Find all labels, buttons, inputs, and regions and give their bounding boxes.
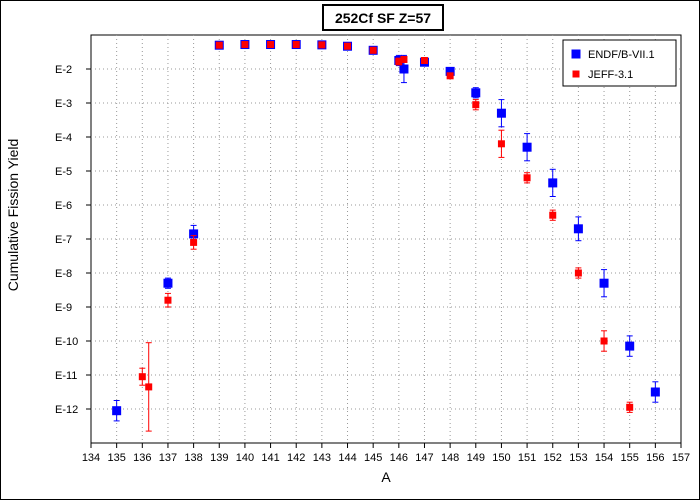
y-axis-label: Cumulative Fission Yield	[5, 139, 21, 292]
title-frame	[322, 4, 444, 31]
x-tick-label: 140	[236, 452, 254, 464]
data-point	[215, 41, 223, 49]
data-point	[471, 88, 481, 98]
data-point	[399, 64, 409, 74]
chart-title-box: 252Cf SF Z=57	[322, 4, 444, 31]
y-tick-label: E-4	[55, 132, 72, 144]
data-point	[446, 72, 454, 80]
legend-label: ENDF/B-VII.1	[588, 49, 655, 61]
x-tick-label: 156	[646, 452, 664, 464]
data-point	[164, 296, 172, 304]
x-tick-label: 155	[621, 452, 639, 464]
data-point	[625, 341, 635, 351]
data-point	[599, 278, 609, 288]
x-tick-label: 139	[210, 452, 228, 464]
x-tick-label: 134	[82, 452, 100, 464]
data-point	[548, 178, 558, 188]
data-point	[626, 403, 634, 411]
x-axis-ticks: 134 135 136 137 138 139 140 141 142 143 144 145 146 1…	[82, 443, 690, 464]
data-point	[318, 41, 326, 49]
series-layer	[112, 40, 660, 432]
x-tick-label: 135	[107, 452, 125, 464]
y-tick-label: E-9	[55, 302, 72, 314]
x-tick-label: 157	[672, 452, 690, 464]
x-tick-label: 146	[390, 452, 408, 464]
chart-title: 252Cf SF Z=57	[335, 10, 431, 26]
y-tick-label: E-12	[55, 404, 78, 416]
data-point	[369, 46, 377, 54]
legend: ENDF/B-VII.1 JEFF-3.1	[562, 39, 677, 87]
x-tick-label: 143	[313, 452, 331, 464]
y-tick-label: E-3	[55, 98, 72, 110]
plot-area	[90, 34, 682, 444]
data-point	[267, 41, 275, 49]
data-point	[496, 108, 506, 118]
grid-lines	[91, 35, 681, 443]
data-point	[241, 41, 249, 49]
x-tick-label: 147	[415, 452, 433, 464]
data-point	[400, 55, 408, 63]
x-tick-label: 148	[441, 452, 459, 464]
data-point	[138, 373, 146, 381]
legend-marker	[572, 70, 580, 78]
data-point	[292, 41, 300, 49]
x-tick-label: 138	[184, 452, 202, 464]
data-point	[395, 58, 403, 66]
y-tick-label: E-8	[55, 268, 72, 280]
legend-marker	[571, 49, 581, 59]
data-point	[190, 238, 198, 246]
data-point	[573, 224, 583, 234]
data-point	[549, 211, 557, 219]
y-axis-ticks: E-2 E-3 E-4 E-5 E-6 E-7 E-8 E-9 E-10 E-11 E-12	[55, 64, 91, 416]
data-point	[445, 66, 455, 76]
y-tick-label: E-11	[55, 370, 77, 382]
data-point	[497, 140, 505, 148]
data-point	[523, 174, 531, 182]
data-point	[600, 337, 608, 345]
data-point	[112, 406, 122, 416]
x-tick-label: 136	[133, 452, 151, 464]
y-tick-label: E-7	[55, 234, 72, 246]
data-point	[650, 387, 660, 397]
x-tick-label: 153	[569, 452, 587, 464]
data-point	[344, 42, 352, 50]
data-point	[574, 269, 582, 277]
x-tick-label: 150	[492, 452, 510, 464]
data-point	[522, 142, 532, 152]
y-tick-label: E-5	[55, 166, 72, 178]
data-point	[189, 229, 199, 239]
data-point	[145, 383, 153, 391]
data-point	[472, 101, 480, 109]
x-axis-label: A	[381, 469, 391, 485]
y-tick-label: E-6	[55, 200, 72, 212]
x-tick-label: 142	[287, 452, 305, 464]
legend-label: JEFF-3.1	[588, 69, 633, 81]
legend-box	[562, 39, 677, 87]
series-jeff	[138, 41, 634, 432]
x-tick-label: 149	[467, 452, 485, 464]
y-tick-label: E-2	[55, 64, 72, 76]
x-tick-label: 137	[159, 452, 177, 464]
x-tick-label: 141	[261, 452, 279, 464]
y-tick-label: E-10	[55, 336, 78, 348]
x-tick-label: 144	[338, 452, 356, 464]
data-point	[163, 278, 173, 288]
x-tick-label: 154	[595, 452, 613, 464]
data-point	[420, 57, 428, 64]
x-tick-label: 145	[364, 452, 382, 464]
x-tick-label: 151	[518, 452, 536, 464]
x-tick-label: 152	[544, 452, 562, 464]
